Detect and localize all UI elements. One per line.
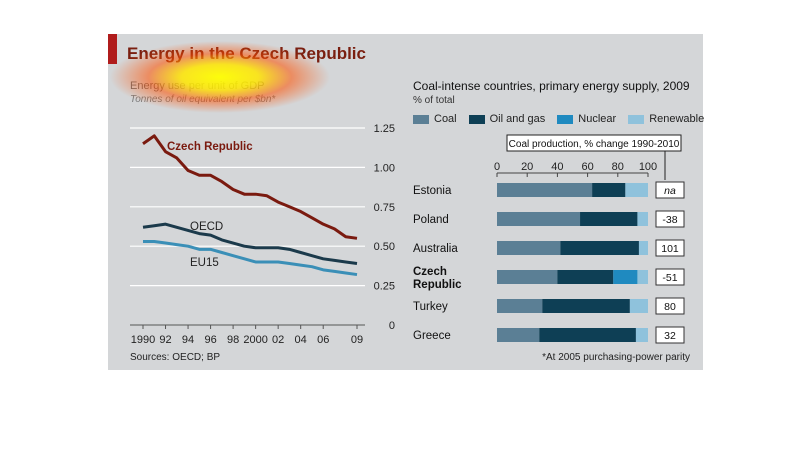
x-tick-label: 94 <box>182 334 194 346</box>
bar-segment-renewable <box>625 183 648 197</box>
annotation-label: 101 <box>661 243 679 255</box>
x-tick-label: 1990 <box>131 334 155 346</box>
bar-segment-oil-and-gas <box>580 212 638 226</box>
bar-segment-nuclear <box>613 270 638 284</box>
legend: Coal Oil and gas Nuclear Renewable <box>413 112 716 126</box>
category-label: Poland <box>413 214 449 226</box>
x-tick-label: 80 <box>612 161 624 173</box>
x-tick-label: 06 <box>317 334 329 346</box>
bar-segment-coal <box>497 328 540 342</box>
y-tick-label: 0.25 <box>374 281 395 293</box>
legend-item: Renewable <box>628 113 704 125</box>
annotation-box <box>655 181 685 199</box>
bar-segment-renewable <box>638 241 648 255</box>
bar-segment-oil-and-gas <box>592 183 626 197</box>
x-tick-label: 02 <box>272 334 284 346</box>
series-label: EU15 <box>190 257 219 269</box>
x-tick-label: 98 <box>227 334 239 346</box>
legend-swatch <box>557 114 574 124</box>
bar-segment-renewable <box>637 212 648 226</box>
annotation-box <box>655 268 685 286</box>
bar-segment-coal <box>497 299 543 313</box>
x-tick-label: 40 <box>551 161 563 173</box>
x-tick-label: 60 <box>581 161 593 173</box>
category-label: Czech <box>413 266 447 278</box>
y-tick-label: 0.75 <box>374 202 395 214</box>
bar-segment-coal <box>497 183 593 197</box>
legend-label: Coal <box>434 113 457 125</box>
legend-swatch <box>468 114 485 124</box>
annotation-box <box>655 326 685 344</box>
legend-label: Nuclear <box>578 113 617 125</box>
x-tick-label: 100 <box>639 161 657 173</box>
bar-segment-coal <box>497 241 561 255</box>
category-label: Estonia <box>413 185 452 197</box>
legend-label: Renewable <box>649 113 705 125</box>
x-tick-label: 2000 <box>243 334 267 346</box>
x-tick-label: 0 <box>494 161 500 173</box>
bar-segment-oil-and-gas <box>560 241 639 255</box>
bar-segment-oil-and-gas <box>539 328 636 342</box>
series-line-oecd <box>142 222 358 266</box>
annotation-label: -38 <box>662 214 677 226</box>
legend-item: Nuclear <box>557 113 616 125</box>
legend-label: Oil and gas <box>489 113 546 125</box>
y-tick-label: 0 <box>389 320 395 332</box>
bar-segment-coal <box>497 270 558 284</box>
source-note: Sources: OECD; BP <box>130 352 221 363</box>
x-tick-label: 96 <box>204 334 216 346</box>
series-line-czech-republic <box>142 134 358 240</box>
annotation-label: -51 <box>662 272 677 284</box>
annotation-label: 32 <box>664 330 676 342</box>
series-line-eu15 <box>143 239 358 277</box>
bar-segment-renewable <box>629 299 648 313</box>
callout-label: Coal production, % change 1990-2010 <box>509 139 680 150</box>
series-label: OECD <box>190 221 223 233</box>
callout-box <box>506 134 682 152</box>
category-label: Turkey <box>413 301 448 313</box>
legend-item: Oil and gas <box>468 113 546 125</box>
annotation-box <box>655 297 685 315</box>
annotation-label: 80 <box>664 301 676 313</box>
category-label: Republic <box>413 279 462 291</box>
annotation-label: na <box>664 185 676 197</box>
x-tick-label: 09 <box>351 334 363 346</box>
bar-segment-oil-and-gas <box>542 299 630 313</box>
category-label: Greece <box>413 330 451 342</box>
bar-segment-renewable <box>635 328 648 342</box>
y-tick-label: 1.00 <box>374 162 395 174</box>
bar-segment-oil-and-gas <box>557 270 614 284</box>
annotation-box <box>655 210 685 228</box>
y-tick-label: 0.50 <box>374 241 395 253</box>
annotation-box <box>655 239 685 257</box>
category-label: Australia <box>413 243 458 255</box>
x-tick-label: 20 <box>521 161 533 173</box>
x-tick-label: 04 <box>295 334 307 346</box>
bar-segment-renewable <box>637 270 648 284</box>
bar-segment-coal <box>497 212 581 226</box>
right-chart-title: Coal-intense countries, primary energy s… <box>413 79 690 93</box>
right-chart-subtitle: % of total <box>413 95 455 106</box>
legend-swatch <box>628 114 645 124</box>
x-tick-label: 92 <box>159 334 171 346</box>
footnote: *At 2005 purchasing-power parity <box>542 352 690 363</box>
